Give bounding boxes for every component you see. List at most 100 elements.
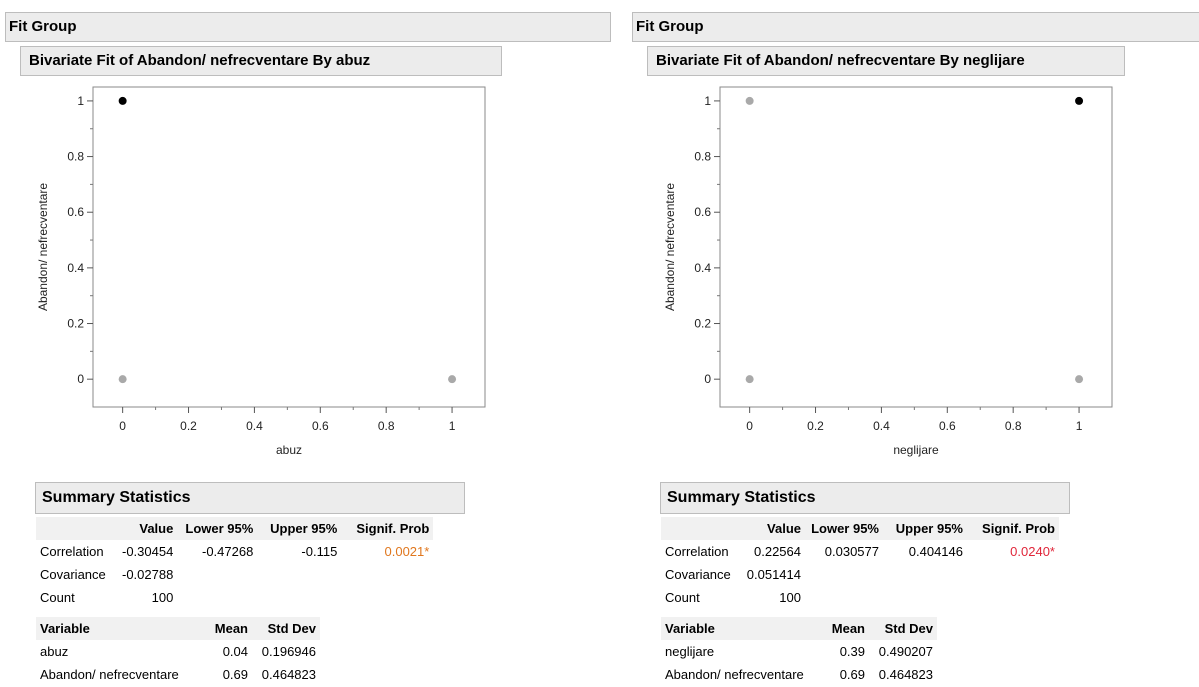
var-col-sd: Std Dev — [869, 617, 937, 640]
plot-frame — [719, 86, 1113, 408]
x-tick-label: 1 — [1076, 419, 1083, 433]
fit-group-header[interactable]: Fit Group — [5, 12, 611, 42]
stats-col-lower: Lower 95% — [805, 517, 883, 540]
x-tick-label: 0 — [119, 419, 126, 433]
stats-col-upper: Upper 95% — [257, 517, 342, 540]
stats-col-value: Value — [118, 517, 178, 540]
stats-upper: -0.115 — [301, 544, 338, 559]
x-axis-label: abuz — [276, 443, 302, 457]
stats-signif-prob: 0.0021* — [384, 544, 430, 559]
stats-value: 0.22564 — [754, 544, 801, 559]
x-axis-label: neglijare — [893, 443, 939, 457]
stats-col-prob: Signif. Prob — [341, 517, 434, 540]
x-tick-label: 0.4 — [873, 419, 890, 433]
stats-row-correlation: Correlation 0.22564 0.030577 0.404146 0.… — [661, 540, 1059, 563]
x-tick-label: 0.6 — [312, 419, 329, 433]
var-mean: 0.04 — [222, 644, 248, 659]
data-point[interactable] — [1075, 375, 1084, 384]
var-sd: 0.196946 — [261, 644, 316, 659]
stats-label: Count — [665, 590, 700, 605]
y-tick-label: 0.2 — [694, 317, 711, 331]
summary-statistics-header[interactable]: Summary Statistics — [660, 482, 1070, 514]
x-tick-label: 0.2 — [807, 419, 824, 433]
stats-value: 0.051414 — [746, 567, 801, 582]
stats-col-lower: Lower 95% — [177, 517, 258, 540]
stats-row-covariance: Covariance -0.02788 — [36, 563, 433, 586]
variable-table: Variable Mean Std Dev abuz 0.04 0.196946… — [36, 617, 320, 686]
var-row: abuz 0.04 0.196946 — [36, 640, 320, 663]
data-point[interactable] — [745, 375, 754, 384]
var-label: neglijare — [665, 644, 715, 659]
stats-label: Correlation — [665, 544, 729, 559]
y-tick-label: 0.6 — [694, 205, 711, 219]
var-col-sd: Std Dev — [252, 617, 320, 640]
y-tick-label: 0.6 — [67, 205, 84, 219]
stats-row-count: Count 100 — [36, 586, 433, 609]
data-point[interactable] — [1075, 96, 1084, 105]
fit-group-header[interactable]: Fit Group — [632, 12, 1199, 42]
var-header-row: Variable Mean Std Dev — [661, 617, 937, 640]
stats-value: -0.30454 — [122, 544, 174, 559]
var-label: Abandon/ nefrecventare — [40, 667, 179, 682]
stats-value: 100 — [151, 590, 174, 605]
scatter-plot-abuz: 0 0.2 0.4 0.6 0.8 1 0 0.2 0.4 0.6 0.8 1 abuz Abandon/… — [36, 86, 486, 457]
var-mean: 0.69 — [839, 667, 865, 682]
data-point[interactable] — [448, 375, 457, 384]
stats-col-blank — [36, 517, 118, 540]
var-label: Abandon/ nefrecventare — [665, 667, 804, 682]
var-col-mean: Mean — [204, 617, 252, 640]
data-point[interactable] — [118, 375, 127, 384]
var-row: Abandon/ nefrecventare 0.69 0.464823 — [36, 663, 320, 686]
stats-col-value: Value — [741, 517, 805, 540]
stats-header-row: Value Lower 95% Upper 95% Signif. Prob — [661, 517, 1059, 540]
summary-statistics-header[interactable]: Summary Statistics — [35, 482, 465, 514]
var-row: neglijare 0.39 0.490207 — [661, 640, 937, 663]
stats-label: Correlation — [40, 544, 104, 559]
y-axis-label: Abandon/ nefrecventare — [663, 183, 677, 311]
x-tick-label: 0.8 — [378, 419, 395, 433]
y-axis-label: Abandon/ nefrecventare — [36, 183, 50, 311]
bivariate-title[interactable]: Bivariate Fit of Abandon/ nefrecventare … — [20, 46, 502, 76]
stats-col-prob: Signif. Prob — [967, 517, 1059, 540]
stats-value: -0.02788 — [122, 567, 174, 582]
var-col-variable: Variable — [661, 617, 821, 640]
var-col-mean: Mean — [821, 617, 869, 640]
y-tick-label: 0.4 — [67, 261, 84, 275]
y-tick-label: 0 — [77, 372, 84, 386]
y-tick-label: 0.4 — [694, 261, 711, 275]
stats-signif-prob: 0.0240* — [1010, 544, 1055, 559]
x-tick-label: 1 — [449, 419, 456, 433]
y-tick-label: 0.8 — [67, 150, 84, 164]
fit-group-panel-neglijare: Fit Group Bivariate Fit of Abandon/ nefr… — [627, 0, 1199, 687]
stats-upper: 0.404146 — [908, 544, 963, 559]
fit-group-panel-abuz: Fit Group Bivariate Fit of Abandon/ nefr… — [5, 12, 611, 686]
x-tick-label: 0.2 — [180, 419, 197, 433]
data-point[interactable] — [745, 96, 754, 105]
var-label: abuz — [40, 644, 69, 659]
var-mean: 0.39 — [839, 644, 865, 659]
x-tick-label: 0 — [746, 419, 753, 433]
stats-label: Covariance — [665, 567, 731, 582]
x-tick-label: 0.6 — [939, 419, 956, 433]
stats-row-covariance: Covariance 0.051414 — [661, 563, 1059, 586]
var-header-row: Variable Mean Std Dev — [36, 617, 320, 640]
stats-lower: -0.47268 — [202, 544, 254, 559]
stats-header-row: Value Lower 95% Upper 95% Signif. Prob — [36, 517, 434, 540]
bivariate-title[interactable]: Bivariate Fit of Abandon/ nefrecventare … — [647, 46, 1125, 76]
var-sd: 0.490207 — [878, 644, 933, 659]
var-row: Abandon/ nefrecventare 0.69 0.464823 — [661, 663, 937, 686]
data-point[interactable] — [118, 96, 127, 105]
y-tick-label: 0.2 — [67, 317, 84, 331]
var-mean: 0.69 — [222, 667, 248, 682]
x-tick-label: 0.4 — [246, 419, 263, 433]
stats-col-blank — [661, 517, 741, 540]
var-col-variable: Variable — [36, 617, 204, 640]
var-sd: 0.464823 — [261, 667, 316, 682]
y-tick-label: 1 — [704, 94, 711, 108]
var-sd: 0.464823 — [878, 667, 933, 682]
stats-row-correlation: Correlation -0.30454 -0.47268 -0.115 0.0… — [36, 540, 433, 563]
stats-value: 100 — [779, 590, 801, 605]
summary-statistics-table: Value Lower 95% Upper 95% Signif. Prob C… — [661, 517, 1059, 609]
stats-row-count: Count 100 — [661, 586, 1059, 609]
y-tick-label: 0.8 — [694, 150, 711, 164]
